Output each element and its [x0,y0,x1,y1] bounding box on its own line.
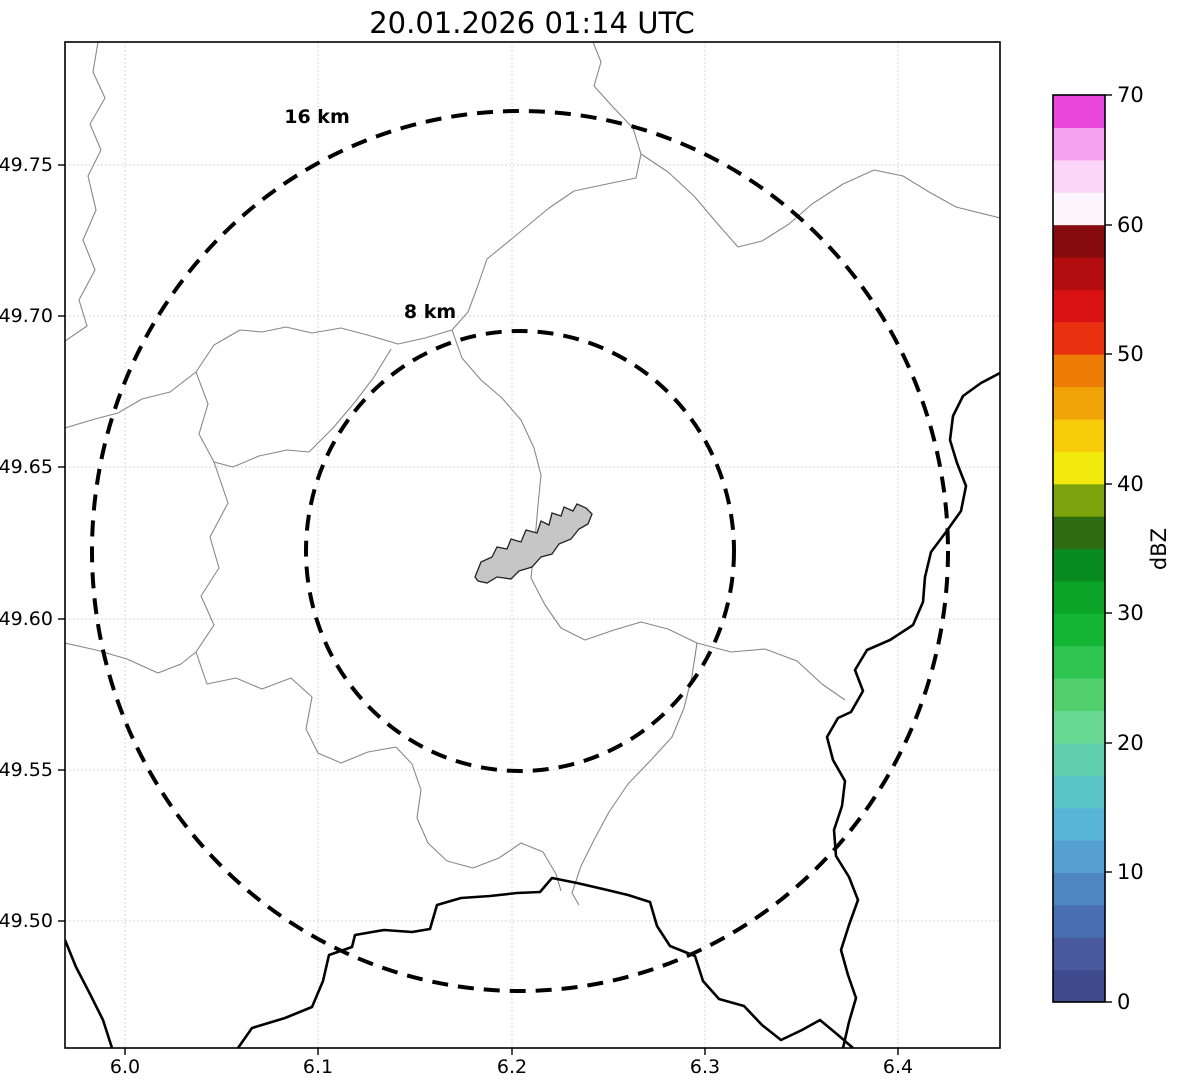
colorbar-band [1053,192,1105,226]
colorbar-band [1053,289,1105,323]
colorbar-band [1053,418,1105,452]
admin-line [395,746,562,892]
colorbar: 0 10 20 30 40 50 60 70 dBZ [1052,83,1171,1014]
colorbar-band [1053,937,1105,971]
colorbar-tick-label: 0 [1117,990,1130,1014]
y-tick-label: 49.65 [0,456,53,478]
colorbar-band [1053,386,1105,420]
colorbar-band [1053,159,1105,193]
national-border-lines [65,371,1000,1048]
admin-boundary-lines [65,42,1000,906]
colorbar-tick-label: 70 [1117,83,1144,107]
colorbar-band [1053,548,1105,582]
border-line-east [825,371,1000,1048]
colorbar-tick-label: 30 [1117,601,1144,625]
y-tick-label: 49.50 [0,910,53,932]
range-ring-16km-label: 16 km [284,106,350,128]
colorbar-band [1053,840,1105,874]
colorbar-band [1053,256,1105,290]
colorbar-band [1053,710,1105,744]
colorbar-tick-label: 20 [1117,731,1144,755]
admin-line [213,348,392,468]
admin-line [65,42,642,429]
y-axis: 49.75 49.70 49.65 49.60 49.55 49.50 [0,154,53,932]
colorbar-bands [1053,95,1105,1003]
colorbar-band [1053,742,1105,776]
y-tick-label: 49.75 [0,154,53,176]
colorbar-band [1053,516,1105,550]
colorbar-band [1053,354,1105,388]
admin-line [451,329,698,906]
colorbar-band [1053,224,1105,258]
colorbar-tick-label: 50 [1117,342,1144,366]
admin-line [195,371,397,764]
colorbar-band [1053,678,1105,712]
colorbar-band [1053,872,1105,906]
colorbar-tick-label: 10 [1117,860,1144,884]
colorbar-tick-label: 60 [1117,213,1144,237]
colorbar-band [1053,483,1105,517]
x-axis: 6.0 6.1 6.2 6.3 6.4 [110,1056,913,1078]
colorbar-axis-label: dBZ [1147,528,1171,570]
x-tick-label: 6.3 [690,1056,720,1078]
colorbar-band [1053,645,1105,679]
x-tick-label: 6.2 [497,1056,527,1078]
city-polygon [474,503,593,584]
colorbar-band [1053,904,1105,938]
x-tick-label: 6.1 [303,1056,333,1078]
colorbar-tick-marks [1105,94,1112,1003]
axis-ticks [58,164,899,1055]
range-ring-8km [304,329,736,773]
admin-line [696,642,846,701]
y-tick-label: 49.60 [0,608,53,630]
colorbar-tick-labels: 0 10 20 30 40 50 60 70 [1117,83,1144,1014]
range-ring-16km [90,109,950,993]
admin-line [65,42,106,342]
colorbar-band [1053,127,1105,161]
admin-line [640,153,1000,248]
colorbar-frame [1052,94,1106,1003]
range-ring-8km-label: 8 km [404,301,456,323]
plot-frame [64,41,1001,1049]
y-tick-label: 49.55 [0,759,53,781]
colorbar-band [1053,775,1105,809]
x-tick-label: 6.0 [110,1056,140,1078]
colorbar-band [1053,969,1105,1003]
y-tick-label: 49.70 [0,305,53,327]
colorbar-band [1053,807,1105,841]
colorbar-tick-label: 40 [1117,472,1144,496]
border-line-southwest [65,939,114,1048]
colorbar-band [1053,95,1105,128]
x-tick-label: 6.4 [883,1056,913,1078]
colorbar-band [1053,613,1105,647]
admin-line [65,642,197,674]
colorbar-band [1053,451,1105,485]
colorbar-band [1053,321,1105,355]
figure-title: 20.01.2026 01:14 UTC [369,6,695,40]
colorbar-band [1053,580,1105,614]
border-line-south [236,876,854,1048]
